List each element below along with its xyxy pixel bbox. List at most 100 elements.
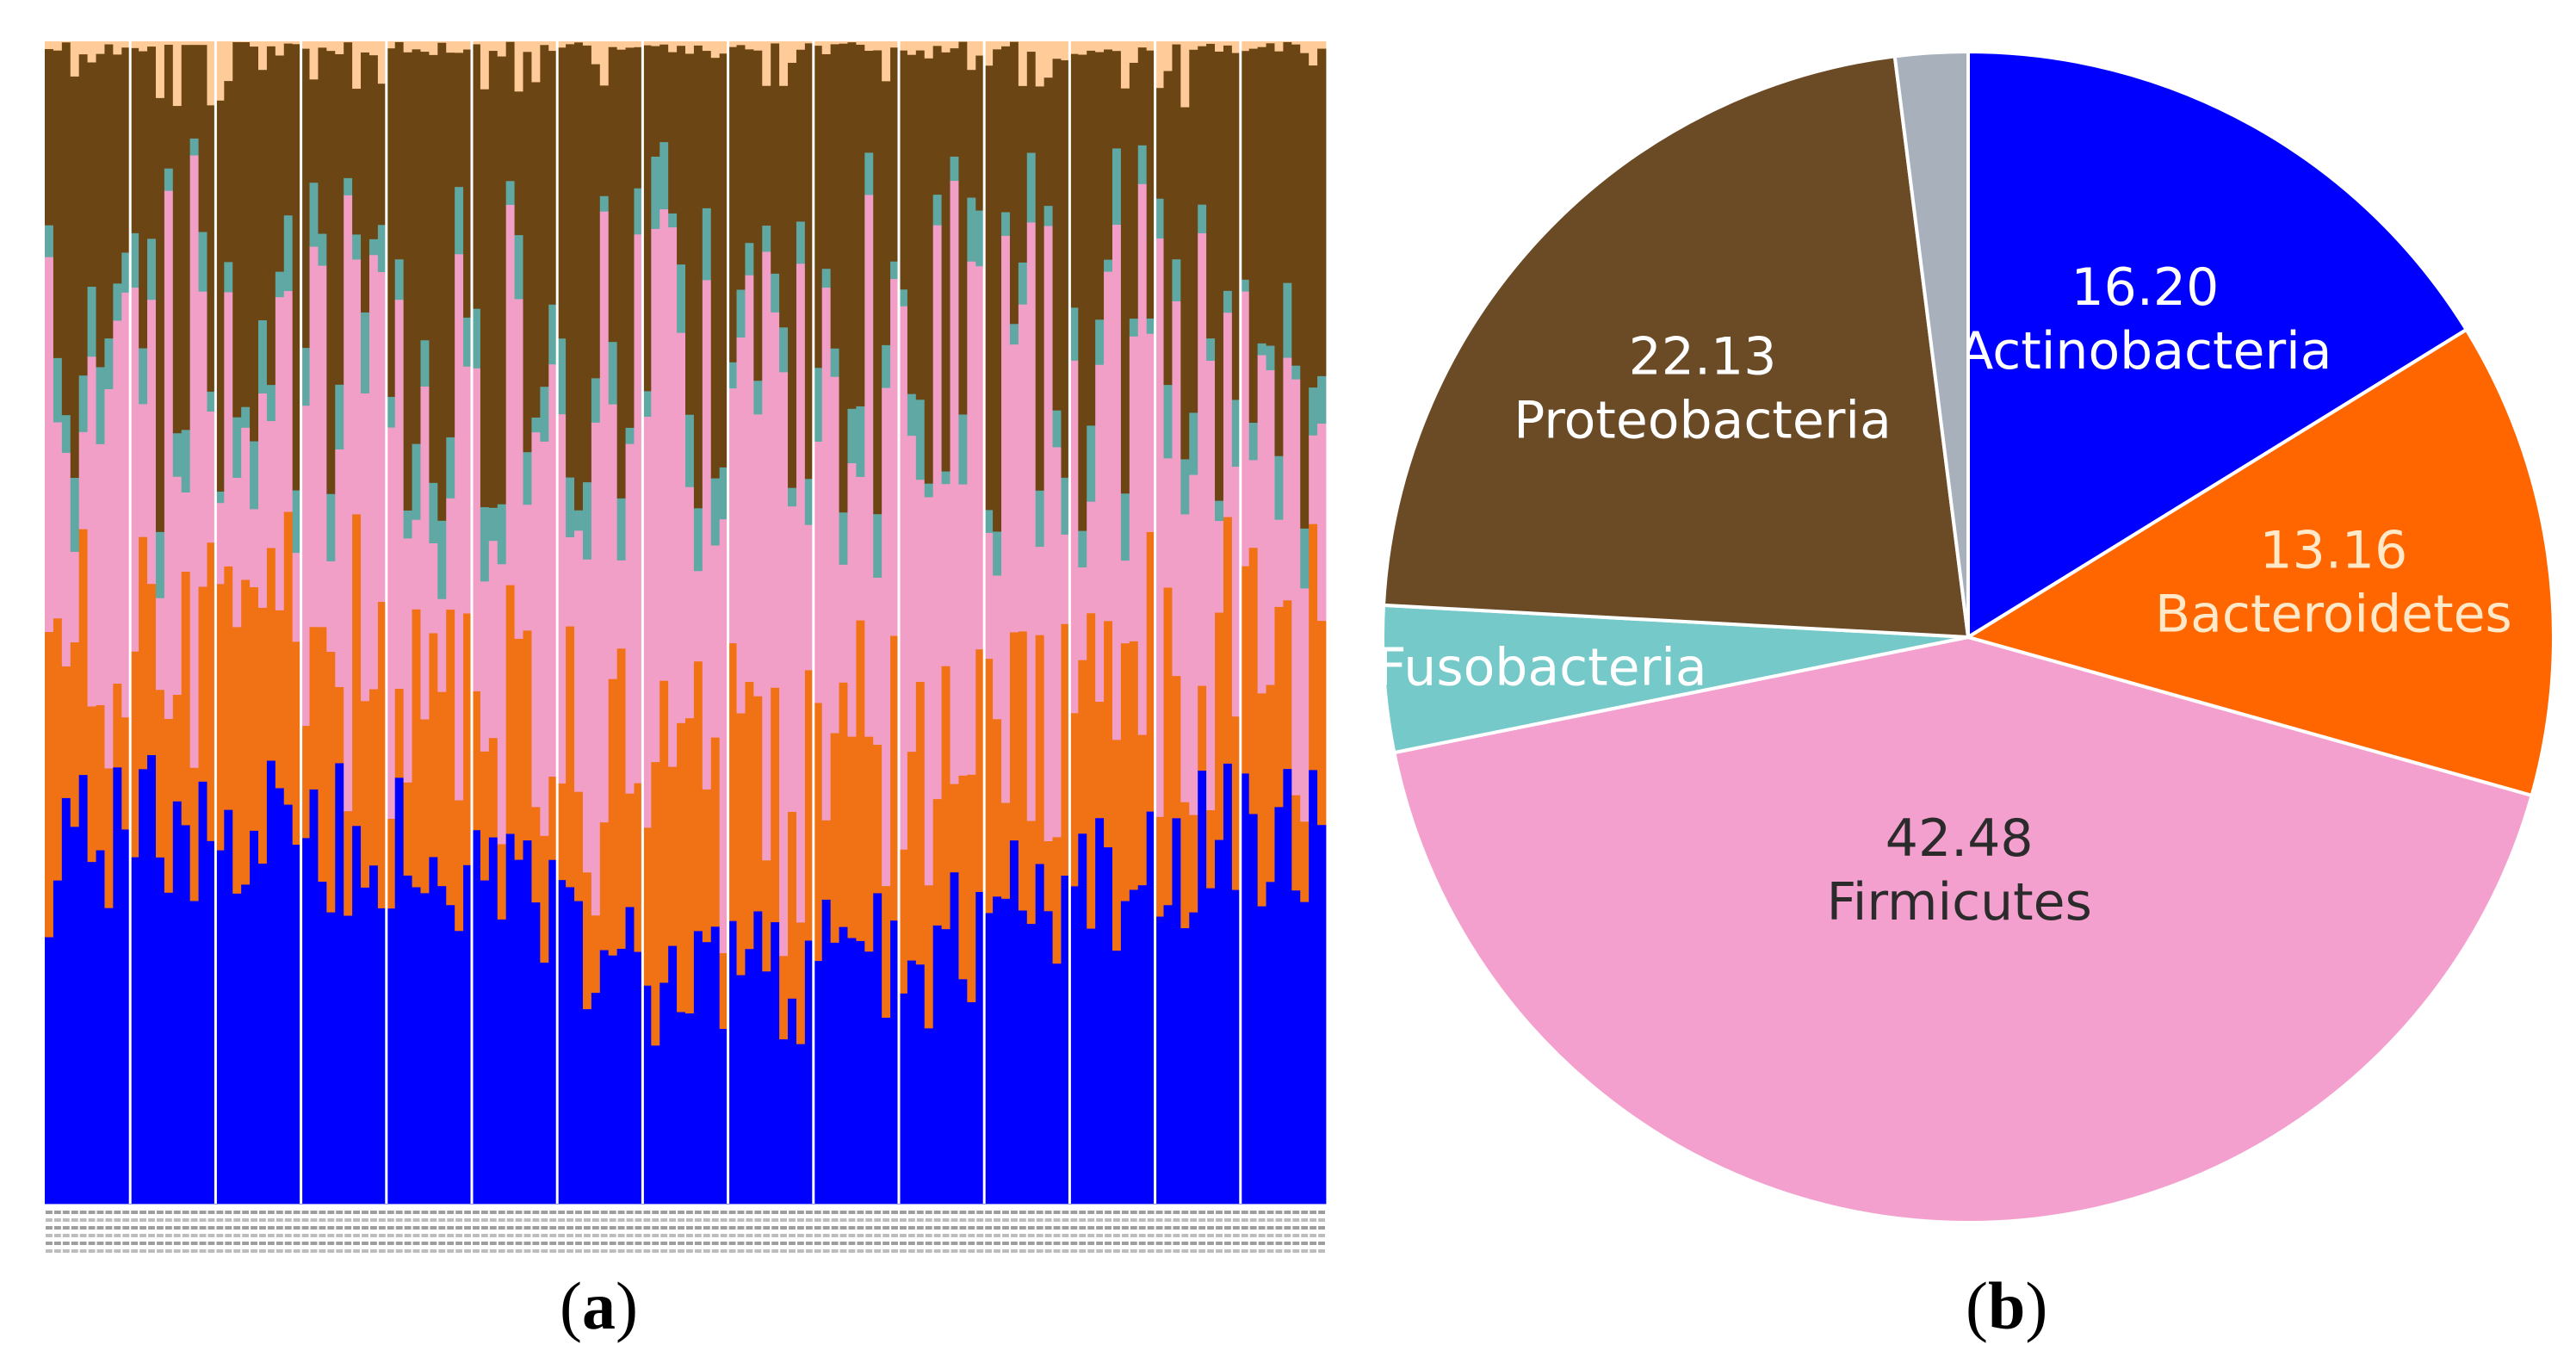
sample-tick-label: [164, 1226, 172, 1230]
sample-tick-label: [933, 1226, 941, 1230]
sample-tick-label: [789, 1211, 796, 1214]
sample-tick-label: [515, 1242, 523, 1245]
sample-tick-label: [353, 1211, 361, 1214]
sample-tick-label: [694, 1242, 702, 1245]
sample-tick-label: [754, 1211, 762, 1214]
bar-segment-other: [821, 41, 832, 54]
sample-tick-label: [857, 1249, 864, 1253]
bar-segment-other: [1035, 41, 1045, 87]
bar-segment-other: [139, 41, 148, 52]
bar-segment-bacteroidetes: [104, 768, 114, 908]
sample-tick-label: [1258, 1249, 1266, 1253]
bar-segment-fusobacteria: [899, 288, 908, 307]
sample-tick-label: [780, 1234, 788, 1237]
bar-segment-fusobacteria: [932, 194, 942, 226]
sample-tick-label: [344, 1218, 352, 1222]
sample-tick-label: [1190, 1226, 1198, 1230]
bar-segment-firmicutes: [1163, 457, 1173, 588]
bar-segment-other: [693, 41, 703, 46]
sample-tick-label: [532, 1226, 540, 1230]
bar-segment-other: [779, 41, 789, 86]
sample-tick-label: [233, 1234, 241, 1237]
bar-segment-fusobacteria: [488, 507, 498, 542]
bar-segment-actinobacteria: [1112, 950, 1122, 1205]
sample-tick-label: [976, 1234, 984, 1237]
sample-tick-label: [891, 1211, 898, 1214]
bar-segment-fusobacteria: [788, 487, 797, 507]
bar-segment-proteobacteria: [557, 46, 567, 339]
sample-tick-label: [643, 1211, 651, 1214]
sample-tick-label: [421, 1249, 429, 1253]
bar-segment-fusobacteria: [975, 210, 985, 267]
sample-tick-label: [1266, 1211, 1274, 1214]
sample-tick-label: [754, 1218, 762, 1222]
sample-tick-label: [1318, 1211, 1325, 1214]
bar-segment-firmicutes: [147, 299, 157, 585]
sample-tick-label: [301, 1218, 309, 1222]
sample-tick-label: [805, 1242, 813, 1245]
bar-segment-other: [1146, 41, 1155, 51]
sample-tick-label: [831, 1218, 839, 1222]
sample-tick-label: [916, 1218, 924, 1222]
bar-segment-bacteroidetes: [932, 798, 942, 926]
bar-segment-proteobacteria: [505, 41, 515, 182]
bar-segment-firmicutes: [642, 416, 652, 828]
bar-segment-fusobacteria: [198, 232, 207, 292]
bar-segment-fusobacteria: [215, 491, 225, 504]
bar-segment-firmicutes: [616, 560, 626, 649]
bar-segment-proteobacteria: [309, 78, 319, 183]
sample-tick-label: [114, 1226, 121, 1230]
sample-tick-label: [369, 1218, 377, 1222]
sample-tick-label: [1096, 1226, 1104, 1230]
sample-tick-label: [907, 1234, 915, 1237]
sample-tick-label: [455, 1218, 463, 1222]
bar-segment-other: [993, 41, 1002, 50]
bar-segment-other: [1283, 41, 1292, 42]
sample-tick-label: [1002, 1234, 1009, 1237]
sample-tick-label: [251, 1218, 257, 1222]
bar-segment-actinobacteria: [771, 921, 780, 1205]
bar-segment-other: [651, 41, 660, 46]
sample-tick-label: [1207, 1226, 1215, 1230]
sample-tick-label: [105, 1218, 113, 1222]
sample-tick-label: [968, 1226, 975, 1230]
sample-tick-label: [1036, 1242, 1043, 1245]
bar-segment-other: [258, 41, 268, 71]
sample-tick-label: [1318, 1218, 1325, 1222]
bar-segment-firmicutes: [446, 498, 455, 610]
sample-tick-label: [293, 1234, 300, 1237]
sample-tick-label: [473, 1211, 480, 1214]
bar-segment-bacteroidetes: [719, 952, 728, 1030]
sample-tick-label: [822, 1226, 830, 1230]
sample-tick-label: [46, 1249, 53, 1253]
sample-tick-label: [455, 1242, 463, 1245]
bar-segment-proteobacteria: [710, 57, 721, 479]
bar-segment-actinobacteria: [1129, 889, 1139, 1205]
bar-segment-bacteroidetes: [1240, 566, 1250, 774]
sample-tick-label: [660, 1249, 668, 1253]
sample-tick-label: [1216, 1226, 1223, 1230]
bar-segment-proteobacteria: [591, 64, 601, 379]
bar-segment-actinobacteria: [557, 879, 567, 1205]
bar-segment-other: [932, 41, 942, 46]
bar-segment-fusobacteria: [616, 498, 626, 561]
bar-segment-proteobacteria: [121, 46, 131, 253]
sample-tick-label: [1130, 1242, 1137, 1245]
bar-segment-other: [309, 41, 319, 80]
bar-segment-firmicutes: [241, 427, 251, 580]
bar-segment-bacteroidetes: [1231, 715, 1242, 890]
bar-segment-firmicutes: [1087, 501, 1096, 614]
bar-segment-actinobacteria: [548, 859, 558, 1205]
bar-segment-fusobacteria: [779, 326, 789, 373]
sample-tick-label: [182, 1226, 189, 1230]
bar-segment-firmicutes: [121, 292, 131, 718]
sample-tick-label: [754, 1249, 762, 1253]
bar-segment-bacteroidetes: [736, 713, 746, 976]
bar-segment-actinobacteria: [232, 893, 242, 1205]
bar-segment-proteobacteria: [437, 42, 447, 521]
sample-tick-label: [79, 1249, 87, 1253]
sample-tick-label: [1207, 1234, 1215, 1237]
bar-segment-fusobacteria: [275, 271, 285, 298]
sample-tick-label: [1275, 1242, 1283, 1245]
bar-segment-bacteroidetes: [677, 722, 686, 1013]
